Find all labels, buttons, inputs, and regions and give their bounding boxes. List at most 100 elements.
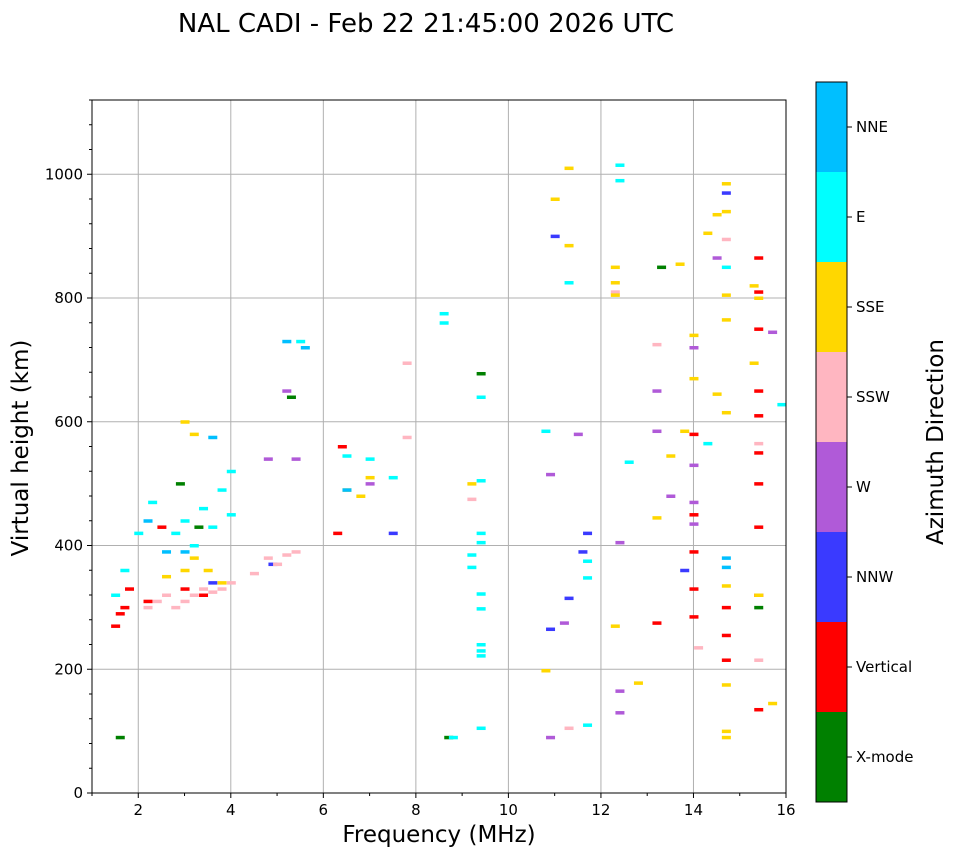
data-point-e [476,531,486,536]
x-tick-label: 14 [684,801,703,819]
data-point-e [365,457,375,461]
data-point-nne [721,565,731,570]
data-point-sse [721,410,731,415]
data-point-ssw [282,553,292,557]
data-point-w [615,711,625,715]
data-point-x-mode [476,371,486,376]
data-point-vertical [754,327,764,331]
data-point-w [546,735,556,740]
grid-lines [92,100,786,793]
x-tick-label: 16 [776,801,795,819]
data-point-sse [365,475,375,480]
data-point-sse [721,735,731,740]
colorbar-tick-label: NNE [856,118,888,136]
colorbar-swatch-nnw [816,532,847,622]
data-point-vertical [754,482,764,486]
data-point-nne [721,556,731,560]
data-point-sse [610,265,620,270]
data-point-e [388,475,398,480]
data-point-w [768,330,778,335]
chart-title: NAL CADI - Feb 22 21:45:00 2026 UTC [178,9,674,39]
data-point-sse [610,281,620,285]
data-point-ssw [694,646,704,650]
data-point-ssw [467,497,477,502]
data-point-nne [180,550,190,554]
colorbar-swatch-w [816,442,847,532]
data-point-e [111,593,121,597]
data-point-x-mode [444,735,454,740]
data-point-w [666,494,676,498]
data-point-sse [180,420,190,424]
data-point-vertical [754,525,764,529]
data-point-sse [467,482,477,486]
data-point-sse [610,624,620,628]
data-point-nnw [583,531,593,536]
data-point-e [476,643,486,647]
data-points [111,163,787,740]
data-point-sse [633,681,643,685]
data-point-e [703,441,713,446]
colorbar-swatch-e [816,172,847,262]
data-point-e [226,469,236,474]
data-point-sse [203,568,213,573]
data-point-nnw [550,234,560,239]
data-point-ssw [402,361,412,365]
data-point-e [721,265,731,270]
data-point-vertical [754,451,764,455]
data-point-vertical [721,658,731,662]
data-point-x-mode [194,525,204,529]
data-point-e [476,726,486,731]
y-tick-label: 200 [54,660,83,678]
data-point-ssw [564,726,574,731]
data-point-sse [754,296,764,300]
colorbar-frame [815,81,848,803]
data-point-vertical [180,587,190,591]
data-point-e [541,429,551,434]
data-point-w [559,621,569,625]
data-point-nnw [578,550,588,554]
data-point-ssw [208,590,218,594]
data-point-vertical [199,593,209,597]
data-point-vertical [333,531,343,536]
data-point-e [199,506,209,511]
data-point-w [573,432,583,437]
colorbar-swatch-sse [816,262,847,352]
data-point-e [615,163,625,167]
data-point-vertical [754,414,764,418]
data-point-vertical [754,707,764,712]
y-tick-label: 400 [54,537,83,555]
data-point-sse [721,293,731,297]
data-point-e [476,607,486,611]
data-point-nne [208,435,218,440]
data-point-ssw [152,599,162,604]
data-point-vertical [120,605,130,610]
y-tick-label: 1000 [45,165,83,183]
data-point-sse [754,593,764,597]
data-point-e [476,649,486,653]
data-point-sse [712,212,722,217]
y-axis-label: Virtual height (km) [8,340,34,557]
data-point-sse [541,668,551,673]
data-point-sse [162,574,172,579]
data-point-nne [300,346,310,350]
colorbar-tick-label: E [856,208,865,226]
data-point-sse [675,262,685,266]
data-point-w [712,256,722,260]
y-tick-label: 0 [73,784,83,802]
data-point-w [652,429,662,434]
data-point-vertical [111,624,121,628]
data-point-x-mode [754,605,764,610]
data-point-e [217,488,227,492]
data-point-nnw [388,531,398,536]
x-axis-ticks: 2 4 6 8 10 12 14 16 [91,793,796,819]
data-point-ssw [226,581,236,585]
data-point-ssw [143,605,153,610]
data-point-sse [721,182,731,186]
data-point-vertical [652,621,662,625]
x-tick-label: 6 [319,801,329,819]
data-point-w [263,457,273,461]
data-point-nnw [680,568,690,573]
x-tick-label: 12 [591,801,610,819]
data-point-e [296,339,306,344]
data-point-e [476,395,486,399]
